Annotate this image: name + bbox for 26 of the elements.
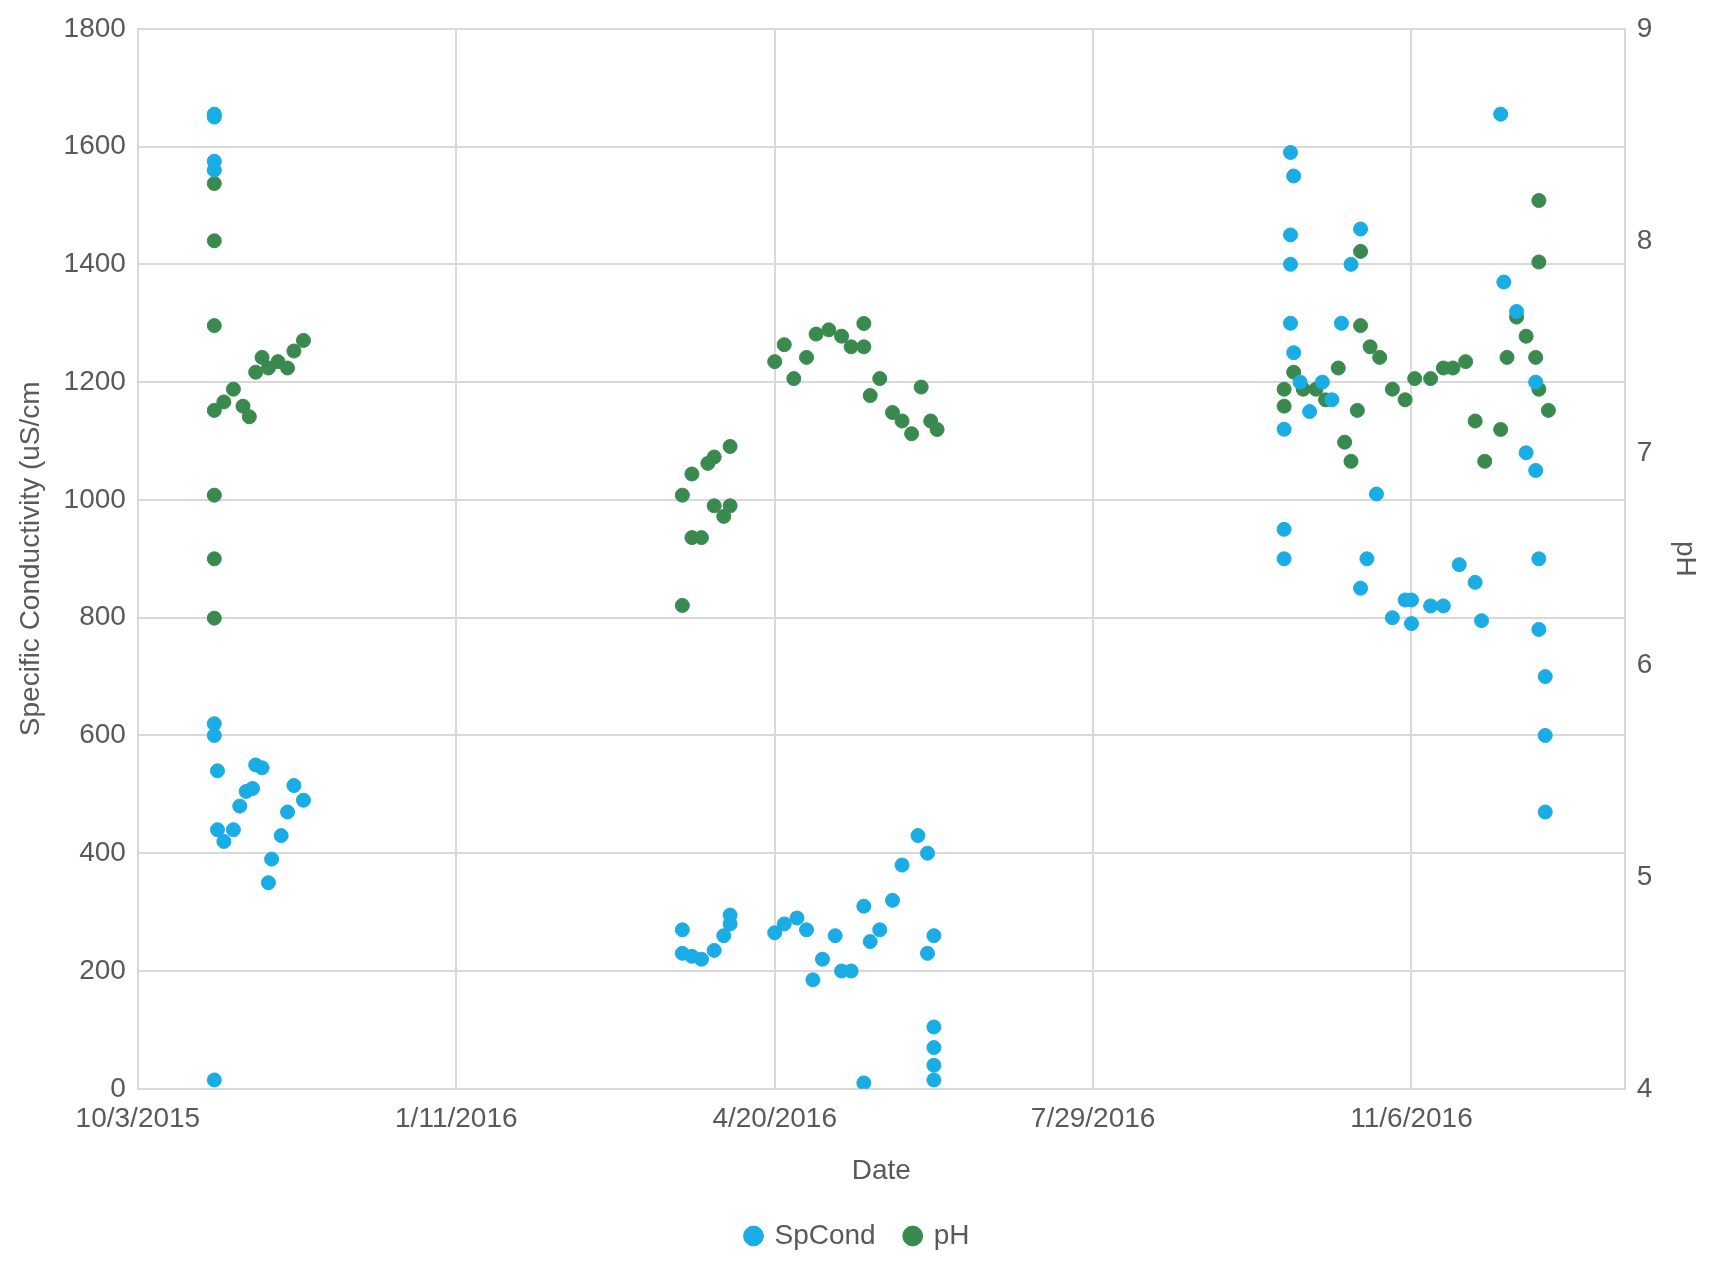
y2-tick-label: 7 [1636, 435, 1653, 467]
y2-tick-label: 4 [1636, 1071, 1653, 1103]
y-tick-label: 1800 [63, 11, 126, 43]
y-tick-label: 600 [79, 718, 126, 750]
x-axis-title: Date [851, 1153, 911, 1185]
y-tick-label: 800 [79, 600, 126, 632]
y-tick-label: 1400 [63, 247, 126, 279]
y2-tick-label: 8 [1636, 223, 1653, 255]
legend-label: SpCond [774, 1218, 876, 1250]
y2-tick-label: 6 [1636, 647, 1653, 679]
y-tick-label: 1000 [63, 482, 126, 514]
y-tick-label: 1200 [63, 364, 126, 396]
y-tick-label: 0 [110, 1071, 126, 1103]
y2-tick-label: 5 [1636, 859, 1653, 891]
x-tick-label: 7/29/2016 [1030, 1102, 1156, 1134]
y2-axis-title: pH [1671, 540, 1703, 577]
y2-tick-label: 9 [1636, 11, 1653, 43]
x-tick-label: 10/3/2015 [75, 1102, 201, 1134]
y-tick-label: 1600 [63, 129, 126, 161]
y-tick-label: 200 [79, 953, 126, 985]
x-tick-label: 11/6/2016 [1350, 1102, 1473, 1134]
y-axis-title: Specific Conductivity (uS/cm [13, 381, 45, 737]
legend-label: pH [933, 1218, 970, 1250]
y-tick-label: 400 [79, 835, 126, 867]
x-tick-label: 4/20/2016 [712, 1102, 837, 1134]
x-tick-label: 1/11/2016 [395, 1102, 518, 1134]
